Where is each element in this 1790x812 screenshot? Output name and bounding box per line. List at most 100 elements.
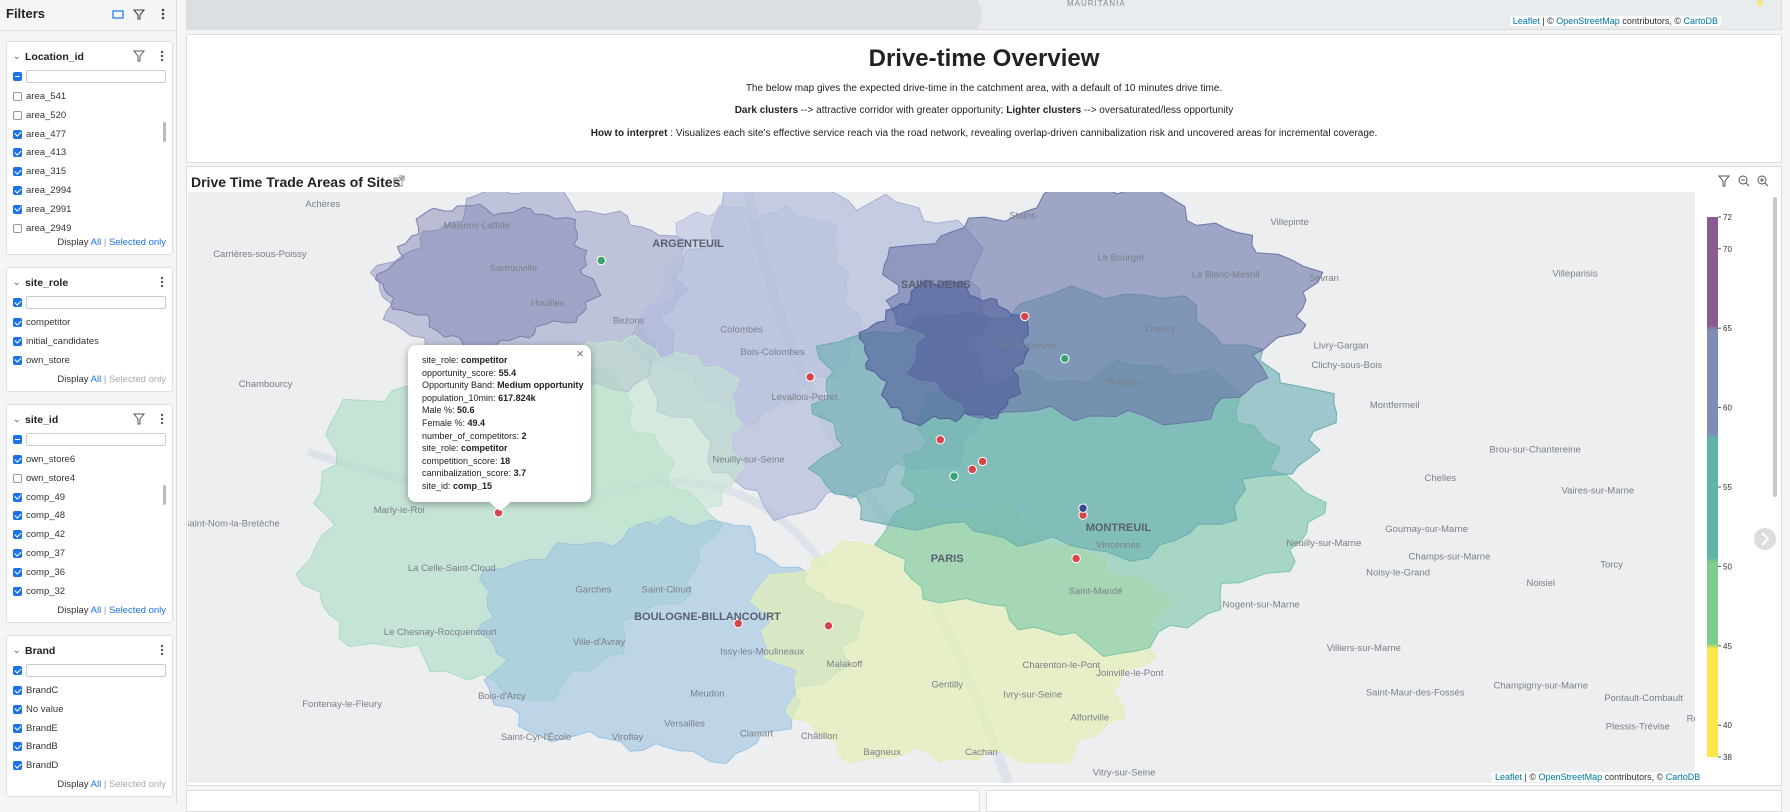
checkbox[interactable] — [13, 110, 22, 120]
site-marker[interactable] — [949, 471, 959, 481]
checkbox[interactable] — [13, 761, 22, 771]
icon-kebab[interactable] — [160, 50, 164, 54]
checkbox[interactable] — [13, 355, 22, 365]
display-selected-only[interactable]: Selected only — [108, 605, 166, 616]
filter-item[interactable]: comp_32 — [26, 585, 66, 597]
filter-item[interactable]: area_541 — [26, 91, 67, 102]
link[interactable]: OpenStreetMap — [1556, 16, 1620, 26]
site-marker[interactable] — [1078, 503, 1088, 513]
site-marker[interactable] — [1060, 353, 1070, 364]
icon-filter-clear[interactable] — [132, 413, 146, 425]
icon-kebab[interactable] — [160, 280, 164, 284]
site-marker[interactable] — [805, 372, 815, 382]
display-all[interactable]: All — [90, 374, 102, 385]
filter-item[interactable]: comp_37 — [26, 548, 66, 559]
search-box[interactable] — [26, 433, 166, 446]
display-all[interactable]: All — [90, 779, 102, 790]
site-marker[interactable] — [1071, 553, 1081, 564]
icon-filter[interactable] — [1717, 175, 1731, 187]
checkbox[interactable] — [13, 704, 22, 714]
filter-item[interactable]: competitor — [26, 317, 71, 328]
display-selected-only[interactable]: Selected only — [108, 237, 166, 248]
link[interactable]: CartoDB — [1665, 772, 1701, 782]
checkbox[interactable] — [13, 549, 22, 558]
icon-kebab[interactable] — [160, 54, 164, 58]
checkbox[interactable] — [13, 336, 22, 346]
icon-kebab[interactable] — [160, 284, 164, 288]
icon-zoom-out[interactable] — [1738, 175, 1748, 185]
filter-item[interactable]: own_store4 — [26, 472, 76, 484]
icon-kebab[interactable] — [160, 417, 164, 421]
site-marker[interactable] — [967, 464, 977, 475]
select-all[interactable] — [13, 298, 22, 307]
checkbox[interactable] — [13, 530, 22, 540]
link[interactable]: Leaflet — [1495, 772, 1523, 782]
display-all[interactable]: All — [90, 605, 102, 616]
site-marker[interactable] — [935, 435, 946, 445]
checkbox[interactable] — [13, 473, 22, 483]
checkbox[interactable] — [13, 223, 22, 233]
icon-folder[interactable] — [112, 10, 124, 19]
icon-kebab[interactable] — [160, 652, 164, 656]
filter-item[interactable]: BrandC — [26, 685, 59, 696]
filter-item[interactable]: BrandB — [26, 741, 58, 753]
checkbox[interactable] — [13, 167, 22, 177]
checkbox[interactable] — [13, 742, 22, 752]
link[interactable]: Leaflet — [1512, 16, 1540, 26]
site-marker[interactable] — [733, 618, 743, 629]
icon-filter[interactable] — [132, 9, 146, 20]
checkbox[interactable] — [13, 586, 22, 596]
icon-kebab[interactable] — [160, 413, 164, 417]
filter-item[interactable]: comp_49 — [26, 491, 66, 503]
scrollbar[interactable] — [163, 122, 166, 142]
filter-item[interactable]: comp_42 — [26, 529, 66, 541]
site-marker[interactable] — [1020, 311, 1030, 322]
link[interactable]: OpenStreetMap — [1538, 772, 1603, 782]
checkbox[interactable] — [13, 686, 22, 695]
icon-kebab[interactable] — [161, 8, 165, 12]
filter-item[interactable]: area_2949 — [26, 222, 72, 234]
checkbox[interactable] — [13, 511, 22, 521]
filter-item[interactable]: area_2994 — [26, 185, 72, 196]
popup-close[interactable]: × — [576, 346, 584, 361]
select-all[interactable] — [13, 435, 22, 444]
filter-item[interactable]: area_520 — [26, 109, 67, 121]
checkbox[interactable] — [13, 148, 22, 158]
icon-kebab[interactable] — [160, 58, 164, 62]
filter-item[interactable]: own_store6 — [26, 454, 76, 465]
map[interactable]: Achères Maisons-Laffitte Sartrouville ARGEN… — [188, 192, 1695, 783]
icon-kebab[interactable] — [160, 644, 164, 648]
checkbox[interactable] — [13, 567, 22, 577]
search-box[interactable] — [26, 664, 166, 677]
search-box[interactable] — [26, 296, 166, 309]
filter-item[interactable]: area_2991 — [26, 203, 72, 215]
filter-item[interactable]: comp_48 — [26, 510, 66, 522]
icon-kebab[interactable] — [160, 648, 164, 652]
search-box[interactable] — [26, 70, 166, 83]
filter-item[interactable]: No value — [26, 703, 64, 715]
select-all[interactable] — [13, 666, 22, 675]
checkbox[interactable] — [13, 129, 22, 139]
icon-kebab[interactable] — [160, 276, 164, 280]
link[interactable]: CartoDB — [1683, 16, 1718, 26]
icon-external[interactable] — [393, 175, 407, 189]
filter-item[interactable]: BrandD — [26, 760, 59, 772]
filter-item[interactable]: area_413 — [26, 147, 67, 159]
site-marker[interactable] — [977, 456, 988, 467]
filter-item[interactable]: initial_candidates — [26, 335, 99, 347]
checkbox[interactable] — [13, 186, 22, 195]
checkbox[interactable] — [13, 92, 22, 101]
site-marker[interactable] — [823, 621, 834, 631]
select-all[interactable] — [13, 72, 22, 81]
filter-item[interactable]: area_315 — [26, 166, 67, 178]
site-marker[interactable] — [596, 255, 606, 266]
scrollbar[interactable] — [163, 485, 166, 505]
icon-filter-clear[interactable] — [132, 50, 146, 62]
icon-kebab[interactable] — [160, 421, 164, 425]
scrollbar[interactable] — [1773, 197, 1777, 497]
checkbox[interactable] — [13, 318, 22, 327]
carousel-next[interactable] — [1752, 526, 1778, 552]
checkbox[interactable] — [13, 204, 22, 214]
display-all[interactable]: All — [90, 237, 102, 248]
filter-item[interactable]: BrandE — [26, 722, 58, 734]
